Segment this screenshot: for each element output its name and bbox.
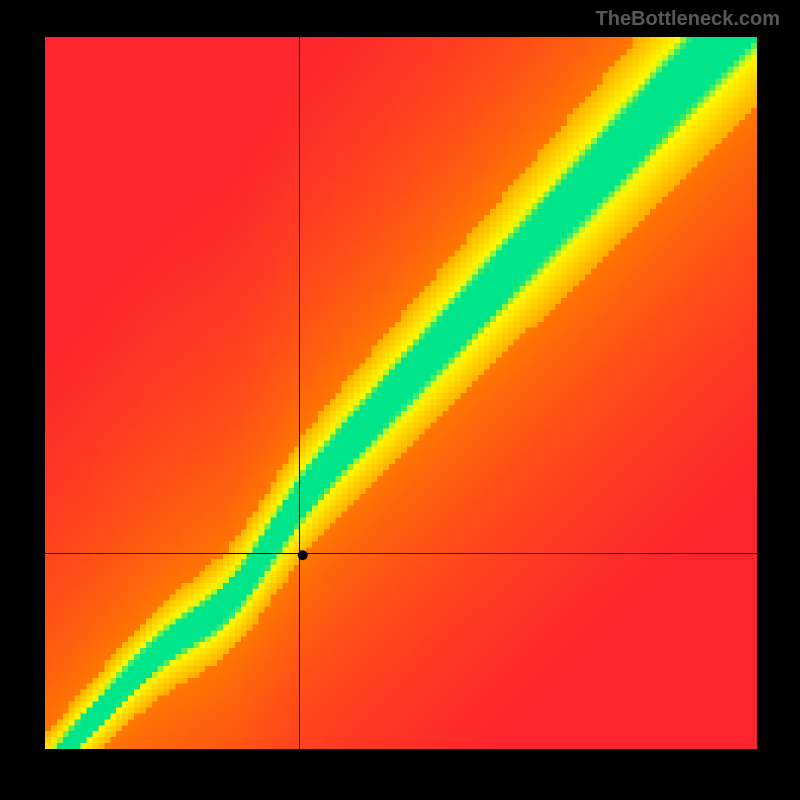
heatmap-plot	[45, 37, 757, 749]
watermark-text: TheBottleneck.com	[596, 8, 780, 31]
crosshair-horizontal	[45, 553, 757, 554]
marker-dot	[45, 37, 757, 749]
crosshair-vertical	[299, 37, 300, 749]
chart-container: TheBottleneck.com	[0, 0, 800, 800]
